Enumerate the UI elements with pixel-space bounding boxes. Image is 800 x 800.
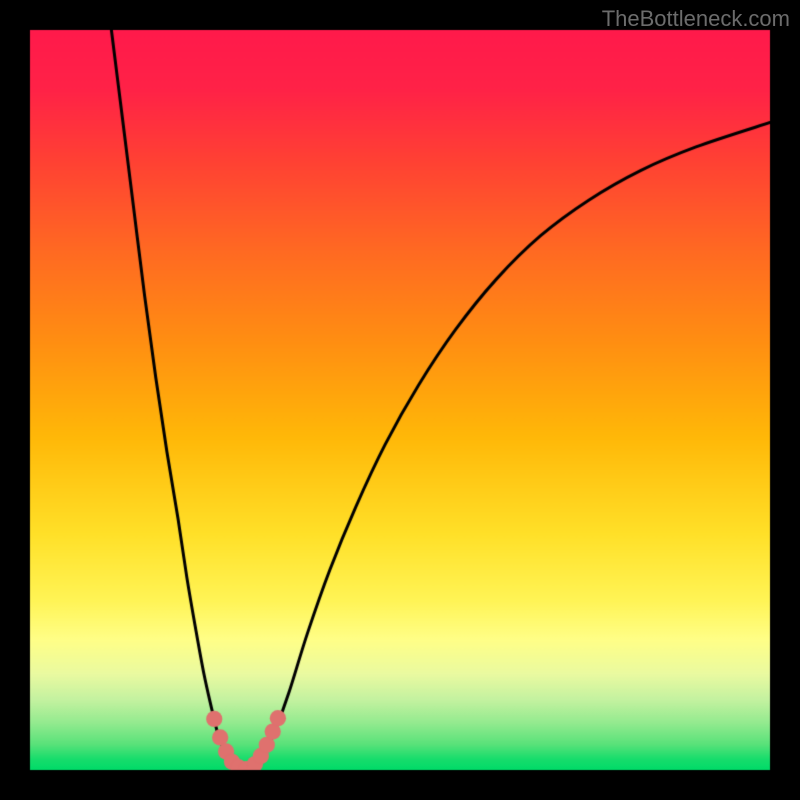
watermark-text: TheBottleneck.com <box>602 6 790 32</box>
chart-stage: TheBottleneck.com <box>0 0 800 800</box>
bottleneck-curve-chart <box>0 0 800 800</box>
